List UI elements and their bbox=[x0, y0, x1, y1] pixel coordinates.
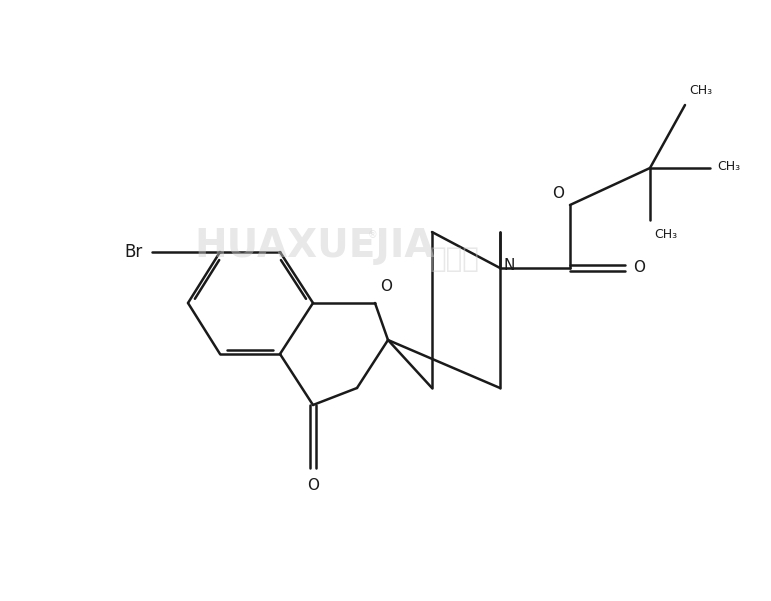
Text: ®: ® bbox=[367, 230, 377, 240]
Text: N: N bbox=[503, 258, 514, 273]
Text: O: O bbox=[307, 478, 319, 493]
Text: Br: Br bbox=[125, 243, 143, 261]
Text: O: O bbox=[380, 279, 392, 294]
Text: HUAXUEJIA: HUAXUEJIA bbox=[195, 227, 436, 265]
Text: O: O bbox=[633, 260, 645, 275]
Text: CH₃: CH₃ bbox=[689, 84, 712, 97]
Text: 化学加: 化学加 bbox=[430, 245, 480, 273]
Text: CH₃: CH₃ bbox=[654, 228, 677, 241]
Text: CH₃: CH₃ bbox=[717, 159, 740, 172]
Text: O: O bbox=[552, 186, 564, 201]
